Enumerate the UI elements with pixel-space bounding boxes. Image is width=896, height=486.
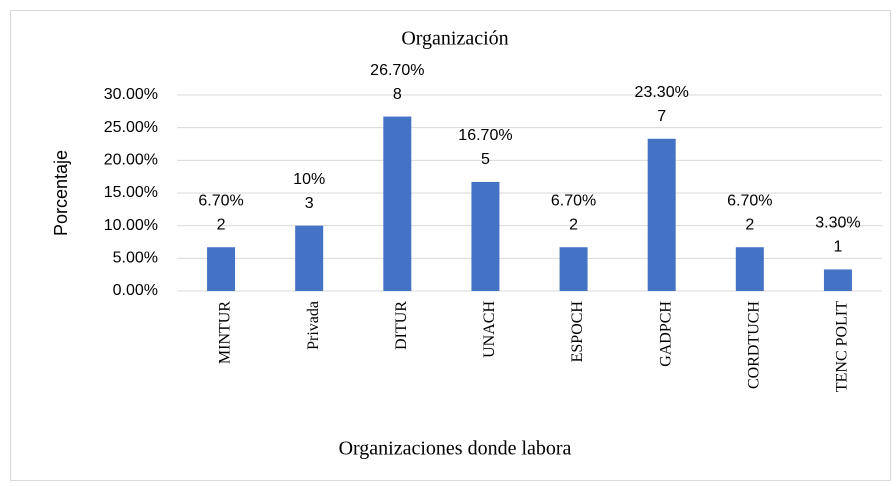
data-label: 23.30% bbox=[635, 84, 689, 101]
count-label: 2 bbox=[745, 216, 754, 233]
count-label: 3 bbox=[305, 195, 314, 212]
y-tick-label: 30.00% bbox=[104, 86, 158, 103]
count-label: 5 bbox=[481, 151, 490, 168]
y-tick-label: 25.00% bbox=[104, 119, 158, 136]
chart-border bbox=[10, 10, 891, 481]
x-tick-label: GADPCH bbox=[657, 301, 674, 367]
data-label: 6.70% bbox=[198, 192, 243, 209]
count-label: 2 bbox=[217, 216, 226, 233]
data-label: 26.70% bbox=[370, 62, 424, 79]
bar bbox=[383, 116, 412, 291]
x-tick-label: UNACH bbox=[481, 301, 498, 358]
y-tick-label: 0.00% bbox=[113, 282, 158, 299]
count-label: 7 bbox=[657, 108, 666, 125]
data-label: 10% bbox=[293, 171, 325, 188]
bar bbox=[207, 247, 236, 291]
data-label: 6.70% bbox=[551, 192, 596, 209]
bar bbox=[471, 181, 500, 291]
count-label: 8 bbox=[393, 86, 402, 103]
x-tick-label: CORDTUCH bbox=[745, 301, 762, 389]
bar bbox=[295, 225, 324, 291]
y-tick-label: 15.00% bbox=[104, 184, 158, 201]
x-tick-label: ESPOCH bbox=[569, 301, 586, 363]
data-label: 3.30% bbox=[815, 215, 860, 232]
y-tick-label: 20.00% bbox=[104, 152, 158, 169]
y-tick-label: 5.00% bbox=[113, 250, 158, 267]
bar bbox=[559, 247, 588, 291]
bar bbox=[735, 247, 764, 291]
y-axis-title: Porcentaje bbox=[51, 150, 71, 236]
y-tick-label: 10.00% bbox=[104, 217, 158, 234]
data-label: 6.70% bbox=[727, 192, 772, 209]
count-label: 1 bbox=[833, 239, 842, 256]
x-axis-title: Organizaciones donde labora bbox=[339, 438, 572, 460]
x-tick-label: DITUR bbox=[393, 301, 410, 350]
x-tick-label: Privada bbox=[305, 301, 322, 350]
x-tick-label: MINTUR bbox=[217, 301, 234, 364]
count-label: 2 bbox=[569, 216, 578, 233]
bar bbox=[823, 269, 852, 291]
bar bbox=[647, 138, 676, 291]
data-label: 16.70% bbox=[458, 127, 512, 144]
chart-title: Organización bbox=[401, 28, 508, 50]
x-tick-label: TENC POLIT bbox=[834, 301, 851, 392]
